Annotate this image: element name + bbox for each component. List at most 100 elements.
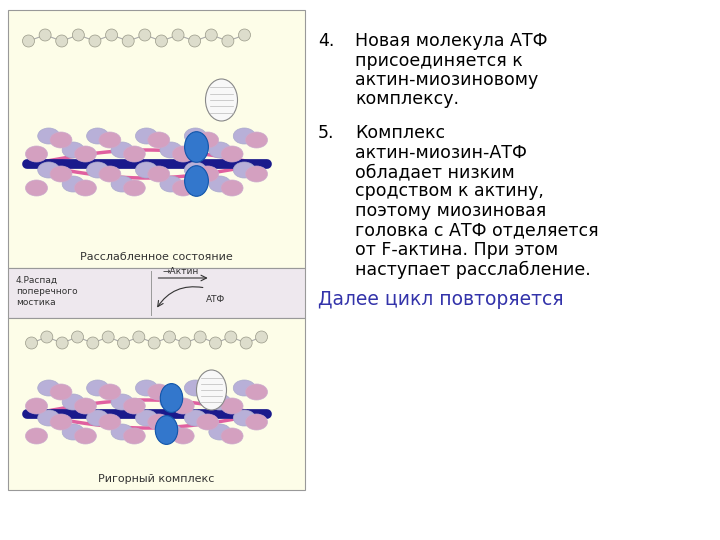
Ellipse shape bbox=[123, 146, 145, 162]
Ellipse shape bbox=[160, 394, 182, 410]
Ellipse shape bbox=[25, 398, 48, 414]
Ellipse shape bbox=[209, 142, 231, 158]
Ellipse shape bbox=[62, 176, 84, 192]
Ellipse shape bbox=[184, 166, 208, 197]
Ellipse shape bbox=[209, 424, 231, 440]
Circle shape bbox=[72, 29, 84, 41]
Ellipse shape bbox=[99, 166, 121, 182]
Ellipse shape bbox=[172, 180, 194, 196]
Circle shape bbox=[148, 337, 160, 349]
Ellipse shape bbox=[123, 398, 145, 414]
Text: обладает низким: обладает низким bbox=[355, 163, 515, 181]
Ellipse shape bbox=[50, 384, 72, 400]
Ellipse shape bbox=[37, 162, 60, 178]
Circle shape bbox=[25, 337, 37, 349]
Text: поэтому миозиновая: поэтому миозиновая bbox=[355, 202, 546, 220]
Ellipse shape bbox=[184, 132, 208, 163]
Ellipse shape bbox=[233, 410, 256, 426]
Ellipse shape bbox=[172, 146, 194, 162]
Text: Расслабленное состояние: Расслабленное состояние bbox=[80, 252, 233, 262]
Ellipse shape bbox=[246, 414, 268, 430]
Circle shape bbox=[55, 35, 68, 47]
Circle shape bbox=[194, 331, 206, 343]
Bar bbox=[8, 10, 305, 268]
Bar bbox=[8, 318, 305, 490]
Text: от F-актина. При этом: от F-актина. При этом bbox=[355, 241, 558, 259]
Ellipse shape bbox=[74, 146, 96, 162]
Circle shape bbox=[22, 35, 35, 47]
Circle shape bbox=[163, 331, 176, 343]
Ellipse shape bbox=[62, 142, 84, 158]
Text: →Актин: →Актин bbox=[163, 267, 199, 276]
Ellipse shape bbox=[221, 428, 243, 444]
Text: Ригорный комплекс: Ригорный комплекс bbox=[99, 474, 215, 484]
Ellipse shape bbox=[25, 146, 48, 162]
Ellipse shape bbox=[135, 162, 158, 178]
Ellipse shape bbox=[246, 166, 268, 182]
Text: 5.: 5. bbox=[318, 124, 335, 142]
Circle shape bbox=[156, 35, 168, 47]
Ellipse shape bbox=[205, 79, 238, 121]
Ellipse shape bbox=[246, 132, 268, 148]
Ellipse shape bbox=[184, 410, 207, 426]
Ellipse shape bbox=[148, 166, 170, 182]
Circle shape bbox=[132, 331, 145, 343]
Circle shape bbox=[205, 29, 217, 41]
Ellipse shape bbox=[160, 424, 182, 440]
Ellipse shape bbox=[50, 166, 72, 182]
Ellipse shape bbox=[197, 370, 227, 410]
Circle shape bbox=[39, 29, 51, 41]
Circle shape bbox=[256, 331, 268, 343]
Ellipse shape bbox=[86, 380, 109, 396]
Circle shape bbox=[102, 331, 114, 343]
Bar bbox=[8, 268, 305, 318]
Ellipse shape bbox=[25, 180, 48, 196]
Ellipse shape bbox=[135, 410, 158, 426]
Ellipse shape bbox=[197, 166, 219, 182]
Circle shape bbox=[238, 29, 251, 41]
Circle shape bbox=[172, 29, 184, 41]
Ellipse shape bbox=[221, 146, 243, 162]
Ellipse shape bbox=[62, 394, 84, 410]
Ellipse shape bbox=[37, 410, 60, 426]
Ellipse shape bbox=[209, 394, 231, 410]
Ellipse shape bbox=[209, 176, 231, 192]
Ellipse shape bbox=[86, 162, 109, 178]
Ellipse shape bbox=[74, 398, 96, 414]
Ellipse shape bbox=[233, 380, 256, 396]
Ellipse shape bbox=[111, 176, 133, 192]
Ellipse shape bbox=[197, 384, 219, 400]
Ellipse shape bbox=[184, 380, 207, 396]
Circle shape bbox=[222, 35, 234, 47]
Ellipse shape bbox=[148, 384, 170, 400]
Ellipse shape bbox=[135, 380, 158, 396]
Text: комплексу.: комплексу. bbox=[355, 91, 459, 109]
Ellipse shape bbox=[37, 128, 60, 144]
Ellipse shape bbox=[86, 410, 109, 426]
Circle shape bbox=[89, 35, 101, 47]
Text: головка с АТФ отделяется: головка с АТФ отделяется bbox=[355, 221, 598, 240]
Circle shape bbox=[179, 337, 191, 349]
Ellipse shape bbox=[111, 424, 133, 440]
Ellipse shape bbox=[161, 383, 183, 413]
Text: Комплекс: Комплекс bbox=[355, 124, 445, 142]
Ellipse shape bbox=[99, 414, 121, 430]
Circle shape bbox=[189, 35, 201, 47]
Ellipse shape bbox=[99, 384, 121, 400]
Ellipse shape bbox=[197, 132, 219, 148]
Ellipse shape bbox=[25, 428, 48, 444]
Circle shape bbox=[71, 331, 84, 343]
Ellipse shape bbox=[123, 180, 145, 196]
Circle shape bbox=[56, 337, 68, 349]
Text: Далее цикл повторяется: Далее цикл повторяется bbox=[318, 290, 564, 309]
Text: наступает расслабление.: наступает расслабление. bbox=[355, 260, 590, 279]
Circle shape bbox=[106, 29, 117, 41]
Text: 4.: 4. bbox=[318, 32, 334, 50]
Ellipse shape bbox=[148, 132, 170, 148]
Ellipse shape bbox=[148, 414, 170, 430]
Ellipse shape bbox=[111, 394, 133, 410]
Ellipse shape bbox=[246, 384, 268, 400]
Ellipse shape bbox=[50, 414, 72, 430]
Ellipse shape bbox=[37, 380, 60, 396]
Ellipse shape bbox=[233, 128, 256, 144]
